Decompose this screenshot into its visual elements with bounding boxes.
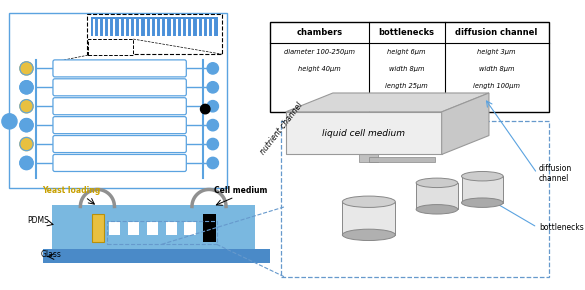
FancyBboxPatch shape [53,60,186,77]
Polygon shape [369,157,435,162]
Circle shape [207,63,218,74]
Text: Cell medium: Cell medium [215,186,268,195]
Circle shape [2,114,17,129]
Polygon shape [416,183,457,209]
Circle shape [207,81,218,93]
Text: height 3μm: height 3μm [477,49,516,55]
Circle shape [207,101,218,112]
Circle shape [20,156,33,170]
FancyBboxPatch shape [53,155,186,171]
Ellipse shape [342,196,395,207]
Text: Yeast loading: Yeast loading [42,186,100,195]
Text: height 6μm: height 6μm [387,49,426,55]
Ellipse shape [342,229,395,240]
Circle shape [207,138,218,150]
Text: nutrient channel: nutrient channel [259,101,305,156]
Ellipse shape [416,178,457,188]
FancyBboxPatch shape [53,98,186,115]
FancyBboxPatch shape [270,22,549,112]
Text: chambers: chambers [296,28,342,37]
Polygon shape [442,93,489,155]
Text: bottlenecks: bottlenecks [539,223,584,232]
Circle shape [20,99,33,113]
Text: bottlenecks: bottlenecks [378,28,435,37]
FancyBboxPatch shape [91,17,218,36]
FancyBboxPatch shape [147,222,158,235]
FancyBboxPatch shape [92,214,104,242]
Text: length 25μm: length 25μm [386,83,428,89]
Circle shape [20,119,33,132]
FancyBboxPatch shape [204,214,216,242]
FancyBboxPatch shape [87,14,222,54]
Polygon shape [359,155,378,162]
Text: height 40μm: height 40μm [298,66,340,72]
Text: PDMS: PDMS [27,217,49,226]
Circle shape [201,104,210,114]
Circle shape [20,81,33,94]
FancyBboxPatch shape [128,222,139,235]
Text: diffusion channel: diffusion channel [455,28,538,37]
Circle shape [207,157,218,169]
Ellipse shape [462,198,503,207]
FancyBboxPatch shape [88,39,133,55]
FancyBboxPatch shape [43,249,270,263]
FancyBboxPatch shape [52,204,255,249]
Circle shape [207,119,218,131]
Text: diffusion
channel: diffusion channel [539,164,572,183]
FancyBboxPatch shape [9,12,227,188]
Circle shape [20,137,33,151]
FancyBboxPatch shape [109,222,120,235]
Circle shape [20,62,33,75]
Text: width 8μm: width 8μm [389,66,425,72]
Ellipse shape [416,204,457,214]
FancyBboxPatch shape [53,117,186,134]
Polygon shape [462,176,503,203]
Text: Glass: Glass [41,250,61,259]
Text: width 8μm: width 8μm [479,66,514,72]
Polygon shape [342,202,395,235]
Text: diameter 100-250μm: diameter 100-250μm [284,49,355,55]
Polygon shape [285,93,489,112]
FancyBboxPatch shape [166,222,177,235]
Polygon shape [285,112,442,155]
Text: liquid cell medium: liquid cell medium [322,129,405,138]
FancyBboxPatch shape [281,121,549,278]
FancyBboxPatch shape [184,222,196,235]
FancyBboxPatch shape [53,135,186,153]
FancyBboxPatch shape [53,79,186,96]
Text: chamber: chamber [350,213,387,222]
Text: length 100μm: length 100μm [473,83,520,89]
Ellipse shape [462,171,503,181]
